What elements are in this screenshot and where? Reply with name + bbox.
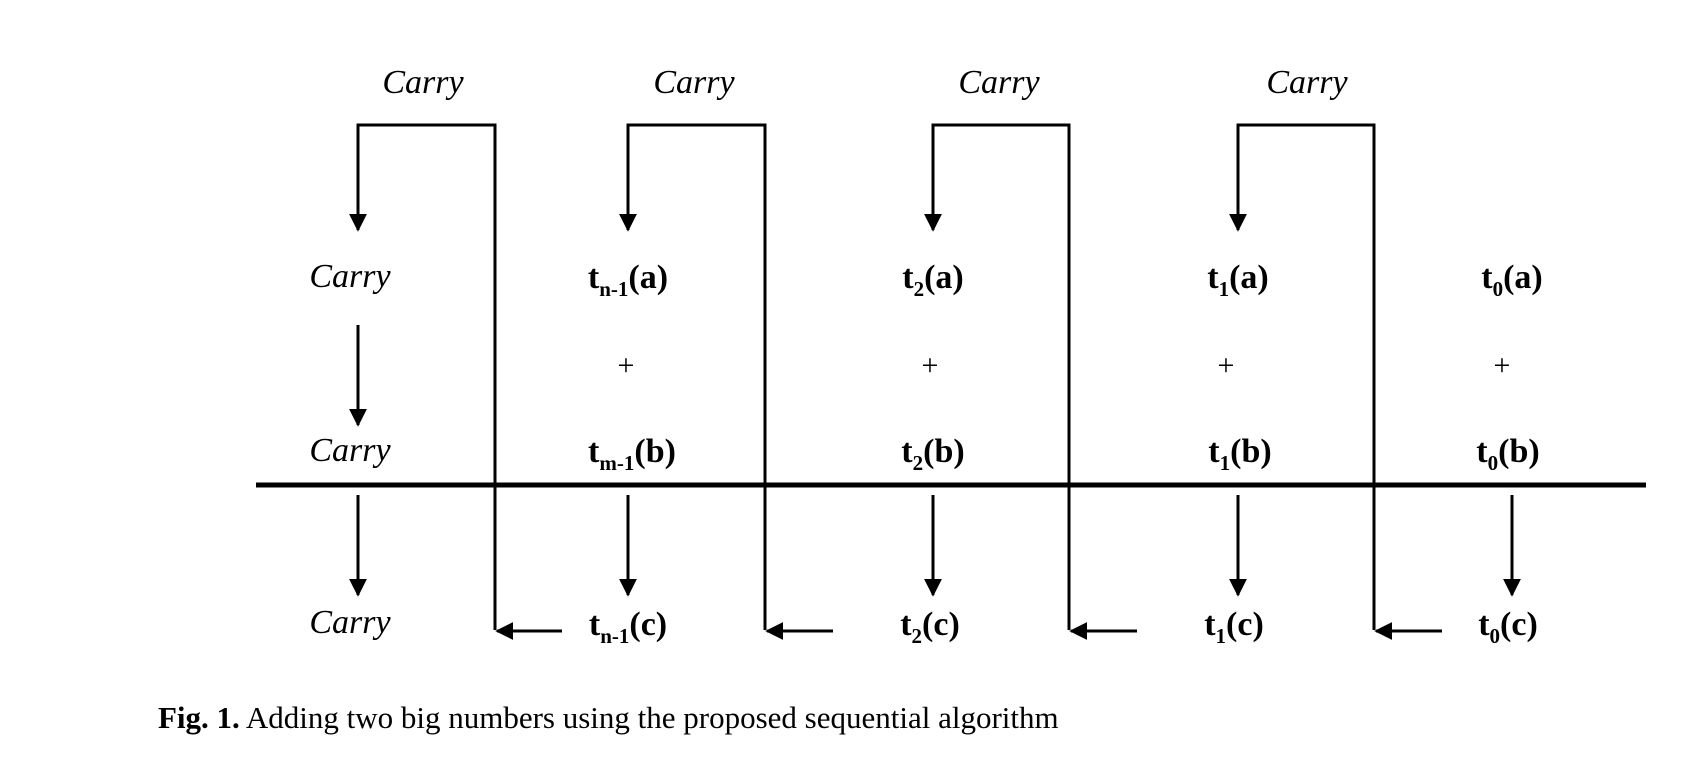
carry-loop-1 xyxy=(349,123,497,630)
top-carry-label-3: Carry xyxy=(958,64,1040,101)
operand-b-m-1: tm-1(b) xyxy=(588,433,676,475)
plus-sign-n-1: + xyxy=(618,349,635,382)
plus-sign-2: + xyxy=(922,349,939,382)
carry-loop-4 xyxy=(1229,123,1376,630)
operand-a-0: t0(a) xyxy=(1481,259,1542,301)
operand-a-2: t2(a) xyxy=(902,259,963,301)
operand-a-n-1: tn-1(a) xyxy=(588,259,668,301)
carry-row-a: Carry xyxy=(309,258,391,295)
result-c-1: t1(c) xyxy=(1204,606,1264,648)
top-carry-label-1: Carry xyxy=(382,64,464,101)
carry-loop-3 xyxy=(924,123,1071,630)
caption-label: Fig. 1. xyxy=(158,700,240,735)
carry-row-c: Carry xyxy=(309,604,391,641)
figure-caption: Fig. 1. Adding two big numbers using the… xyxy=(158,700,1059,736)
result-c-0: t0(c) xyxy=(1478,606,1538,648)
top-carry-label-2: Carry xyxy=(653,64,735,101)
plus-sign-0: + xyxy=(1494,349,1511,382)
plus-sign-1: + xyxy=(1218,349,1235,382)
carry-loop-2 xyxy=(619,123,767,630)
carry-row-b: Carry xyxy=(309,432,391,469)
operand-a-1: t1(a) xyxy=(1207,259,1268,301)
operand-b-2: t2(b) xyxy=(901,433,964,475)
operand-b-1: t1(b) xyxy=(1208,433,1271,475)
top-carry-label-4: Carry xyxy=(1266,64,1348,101)
result-c-n-1: tn-1(c) xyxy=(589,606,667,648)
caption-text: Adding two big numbers using the propose… xyxy=(239,700,1059,735)
result-c-2: t2(c) xyxy=(900,606,960,648)
operand-b-0: t0(b) xyxy=(1476,433,1539,475)
